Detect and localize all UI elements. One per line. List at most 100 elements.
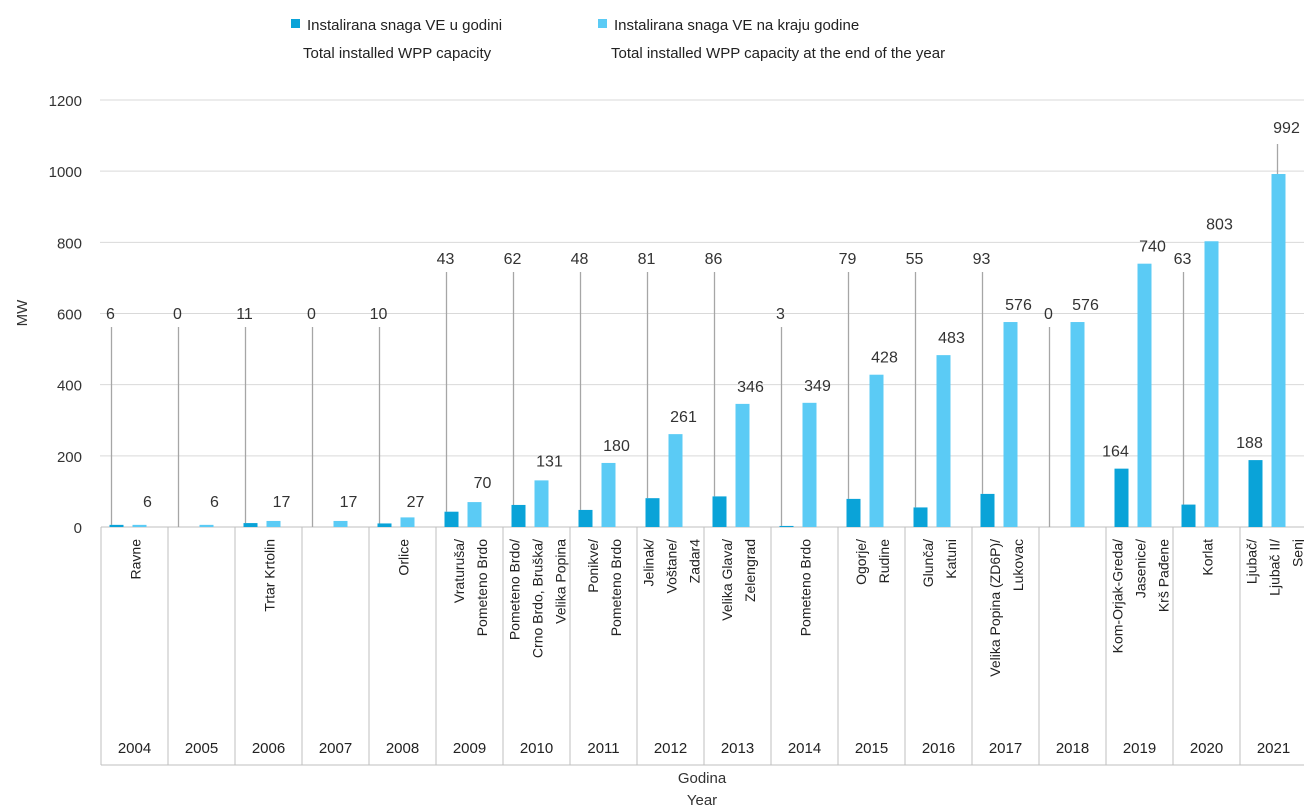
project-label-2006-1: Trtar Krtolin xyxy=(262,539,278,612)
data-label-cumulative-2021: 992 xyxy=(1273,120,1300,137)
year-label-2006: 2006 xyxy=(252,740,285,757)
year-label-2011: 2011 xyxy=(587,740,619,757)
data-label-annual-2016: 55 xyxy=(906,251,924,268)
bar-cumulative-2021 xyxy=(1271,174,1286,527)
project-label-2008-1: Orlice xyxy=(396,539,412,576)
project-label-2016-1: Glunča/ xyxy=(920,539,936,587)
bar-annual-2013 xyxy=(712,496,727,527)
project-label-2016-2: Katuni xyxy=(943,539,959,579)
bar-cumulative-2010 xyxy=(534,480,549,527)
bar-annual-2011 xyxy=(578,509,593,527)
legend-label-cumulative-en: Total installed WPP capacity at the end … xyxy=(611,45,945,62)
data-label-annual-2006: 11 xyxy=(236,306,253,323)
data-labels: 6 6 0 6 11 17 0 17 10 27 43 70 62 131 48 180 81 261 86 346 3… xyxy=(106,120,1300,511)
project-label-2004-1: Ravne xyxy=(128,539,144,580)
data-label-annual-2021: 188 xyxy=(1236,435,1263,452)
year-label-2010: 2010 xyxy=(520,740,553,757)
bar-annual-2019 xyxy=(1114,468,1129,527)
bar-cumulative-2011 xyxy=(601,462,616,527)
data-label-annual-2019: 164 xyxy=(1102,444,1129,461)
project-label-2010-3: Velika Popina xyxy=(553,539,569,624)
data-label-annual-2007: 0 xyxy=(307,306,316,323)
bar-cumulative-2007 xyxy=(333,520,348,527)
data-label-annual-2012: 81 xyxy=(638,251,656,268)
project-label-2010-1: Pometeno Brdo/ xyxy=(507,539,523,640)
project-label-2009-2: Pometeno Brdo xyxy=(474,539,490,636)
project-label-2019-2: Jasenice/ xyxy=(1133,539,1149,598)
data-label-cumulative-2005: 6 xyxy=(210,494,219,511)
data-label-cumulative-2017: 576 xyxy=(1005,297,1032,314)
y-tick-label-0: 0 xyxy=(74,520,82,537)
year-label-2020: 2020 xyxy=(1190,740,1223,757)
data-label-cumulative-2018: 576 xyxy=(1072,297,1099,314)
leader-lines xyxy=(110,144,1279,527)
y-axis: 0 200 400 600 800 1000 1200 xyxy=(49,93,82,537)
project-label-2010-2: Crno Brdo, Bruška/ xyxy=(530,539,546,658)
bar-annual-2017 xyxy=(980,493,995,527)
bar-cumulative-2017 xyxy=(1003,322,1018,527)
bar-cumulative-2018 xyxy=(1070,322,1085,527)
year-label-2019: 2019 xyxy=(1123,740,1156,757)
data-label-annual-2020: 63 xyxy=(1174,251,1192,268)
bar-annual-2014 xyxy=(779,525,794,527)
y-tick-label-200: 200 xyxy=(57,449,82,466)
data-label-annual-2005: 0 xyxy=(173,306,182,323)
x-axis-title-hr: Godina xyxy=(678,770,727,787)
data-label-annual-2010: 62 xyxy=(504,251,522,268)
bar-annual-2020 xyxy=(1181,504,1196,527)
bar-cumulative-2020 xyxy=(1204,241,1219,527)
bar-annual-2009 xyxy=(444,511,459,527)
gridlines xyxy=(100,99,1304,457)
legend-swatch-annual xyxy=(291,19,300,28)
year-label-2015: 2015 xyxy=(855,740,888,757)
bar-cumulative-2009 xyxy=(467,502,482,527)
data-label-annual-2014: 3 xyxy=(776,306,785,323)
category-table: 2004 Ravne 2005 2006 Trtar Krtolin 2007 2008 Or… xyxy=(100,526,1304,766)
project-label-2017-2: Lukovac xyxy=(1010,539,1026,591)
data-label-cumulative-2014: 349 xyxy=(804,378,831,395)
bar-annual-2016 xyxy=(913,507,928,527)
data-label-annual-2011: 48 xyxy=(571,251,589,268)
project-label-2015-1: Ogorje/ xyxy=(853,539,869,585)
project-label-2011-2: Pometeno Brdo xyxy=(608,539,624,636)
project-label-2020-1: Korlat xyxy=(1200,539,1216,576)
data-label-annual-2017: 93 xyxy=(973,251,991,268)
data-label-cumulative-2015: 428 xyxy=(871,350,898,367)
year-label-2009: 2009 xyxy=(453,740,486,757)
year-label-2005: 2005 xyxy=(185,740,218,757)
year-label-2014: 2014 xyxy=(788,740,821,757)
data-label-annual-2015: 79 xyxy=(839,251,857,268)
data-label-annual-2004: 6 xyxy=(106,306,115,323)
bar-cumulative-2013 xyxy=(735,403,750,527)
bar-annual-2015 xyxy=(846,498,861,527)
project-label-2021-2: Ljubač II/ xyxy=(1267,539,1283,596)
legend-label-annual-en: Total installed WPP capacity xyxy=(303,45,492,62)
project-label-2017-1: Velika Popina (ZD6P)/ xyxy=(987,539,1003,677)
legend-label-cumulative-hr: Instalirana snaga VE na kraju godine xyxy=(614,17,859,34)
bar-annual-2008 xyxy=(377,523,392,527)
year-label-2013: 2013 xyxy=(721,740,754,757)
y-axis-title: MW xyxy=(14,299,31,326)
bar-cumulative-2006 xyxy=(266,520,281,527)
year-label-2018: 2018 xyxy=(1056,740,1089,757)
year-label-2017: 2017 xyxy=(989,740,1022,757)
data-label-cumulative-2008: 27 xyxy=(407,494,425,511)
project-label-2021-1: Ljubač/ xyxy=(1244,539,1260,584)
bar-cumulative-2004 xyxy=(132,524,147,527)
bar-cumulative-2012 xyxy=(668,434,683,527)
project-label-2019-3: Krš Pađene xyxy=(1156,539,1172,612)
y-tick-label-400: 400 xyxy=(57,378,82,395)
data-label-cumulative-2013: 346 xyxy=(737,379,764,396)
bar-annual-2006 xyxy=(243,523,258,527)
year-label-2021: 2021 xyxy=(1257,740,1290,757)
data-label-cumulative-2019: 740 xyxy=(1139,239,1166,256)
y-tick-label-600: 600 xyxy=(57,307,82,324)
bar-cumulative-2014 xyxy=(802,402,817,527)
bar-cumulative-2019 xyxy=(1137,263,1152,527)
bar-cumulative-2008 xyxy=(400,517,415,527)
data-label-annual-2009: 43 xyxy=(437,251,455,268)
project-label-2012-2: Voštane/ xyxy=(664,539,680,594)
bar-annual-2004 xyxy=(109,524,124,527)
bar-cumulative-2015 xyxy=(869,374,884,527)
